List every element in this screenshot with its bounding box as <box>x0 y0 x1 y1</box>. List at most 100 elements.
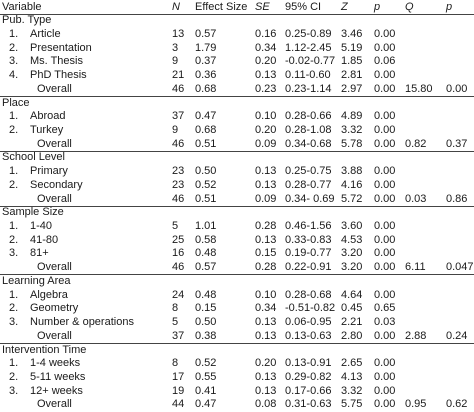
cell: 2.81 <box>341 69 363 82</box>
row-label: Abroad <box>30 110 66 123</box>
cell: 0.47 <box>195 110 217 123</box>
cell: 0.82 <box>405 137 427 150</box>
cell: 2.80 <box>341 329 363 342</box>
cell: 0.00 <box>374 110 396 123</box>
cell: 1.85 <box>341 55 363 68</box>
cell: 0.00 <box>374 137 396 150</box>
row-label: Algebra <box>30 288 68 301</box>
row-number: 2. <box>9 41 19 54</box>
row-label: 1-4 weeks <box>30 357 81 370</box>
cell: 3.60 <box>341 220 363 233</box>
group-rule <box>0 274 474 275</box>
cell: 3.88 <box>341 165 363 178</box>
cell: 0.09 <box>255 137 277 150</box>
cell: 4.13 <box>341 370 363 383</box>
overall-label: Overall <box>37 82 72 95</box>
row-label: Ms. Thesis <box>30 55 83 68</box>
cell: 0.57 <box>195 27 217 40</box>
row-label: Geometry <box>30 302 79 315</box>
cell: 0.34-0.68 <box>285 137 332 150</box>
row-number: 1. <box>9 288 19 301</box>
cell: 0.16 <box>255 27 277 40</box>
cell: 4.53 <box>341 233 363 246</box>
cell: 0.13 <box>255 69 277 82</box>
cell: 5.19 <box>341 41 363 54</box>
cell: 0.31-0.63 <box>285 398 332 411</box>
cell: 0.28-0.68 <box>285 288 332 301</box>
cell: 0.23-1.14 <box>285 82 332 95</box>
cell: 0.52 <box>195 178 217 191</box>
cell: 0.10 <box>255 110 277 123</box>
cell: 0.00 <box>374 220 396 233</box>
row-label: 81+ <box>30 247 49 260</box>
group-rule <box>0 151 474 152</box>
cell: 0.06-0.95 <box>285 316 332 329</box>
group-title: Sample Size <box>2 206 64 219</box>
cell: 0.00 <box>374 27 396 40</box>
cell: 0.00 <box>374 178 396 191</box>
cell: 5.75 <box>341 398 363 411</box>
cell: 0.33-0.83 <box>285 233 332 246</box>
group-title: Intervention Time <box>2 343 87 356</box>
cell: 0.36 <box>195 69 217 82</box>
cell: 0.34- 0.69 <box>285 192 335 205</box>
cell: 2.21 <box>341 316 363 329</box>
cell: 0.06 <box>374 55 396 68</box>
cell: 0.50 <box>195 316 217 329</box>
cell: 0.86 <box>446 192 468 205</box>
row-number: 2. <box>9 370 19 383</box>
cell: 0.29-0.82 <box>285 370 332 383</box>
row-label: 12+ weeks <box>30 384 83 397</box>
cell: 0.00 <box>446 82 468 95</box>
column-header: SE <box>255 0 270 13</box>
cell: 0.15 <box>195 302 217 315</box>
group-rule <box>0 343 474 344</box>
cell: 0.24 <box>446 329 468 342</box>
cell: 0.00 <box>374 69 396 82</box>
row-label: Secondary <box>30 178 83 191</box>
cell: 1.79 <box>195 41 217 54</box>
cell: 0.13 <box>255 329 277 342</box>
cell: 0.00 <box>374 288 396 301</box>
cell: 0.00 <box>374 41 396 54</box>
cell: 0.00 <box>374 233 396 246</box>
row-number: 1. <box>9 165 19 178</box>
cell: 0.13 <box>255 384 277 397</box>
cell: 0.13-0.63 <box>285 329 332 342</box>
group-rule <box>0 206 474 207</box>
cell: 5.72 <box>341 192 363 205</box>
overall-label: Overall <box>37 329 72 342</box>
cell: 23 <box>172 178 185 191</box>
cell: 9 <box>172 55 179 68</box>
column-header: 95% CI <box>285 0 322 13</box>
cell: 0.047 <box>446 261 474 274</box>
column-header: Z <box>341 0 348 13</box>
row-number: 2. <box>9 302 19 315</box>
cell: 23 <box>172 165 185 178</box>
cell: 4.64 <box>341 288 363 301</box>
row-number: 1. <box>9 27 19 40</box>
cell: 0.00 <box>374 398 396 411</box>
cell: 15.80 <box>405 82 433 95</box>
row-number: 3. <box>9 247 19 260</box>
cell: 0.00 <box>374 384 396 397</box>
column-header: Effect Size <box>195 0 248 13</box>
cell: 0.45 <box>341 302 363 315</box>
row-label: PhD Thesis <box>30 69 87 82</box>
cell: -0.02-0.77 <box>285 55 336 68</box>
cell: 0.47 <box>195 398 217 411</box>
cell: 3.20 <box>341 247 363 260</box>
cell: 6.11 <box>405 261 426 274</box>
cell: 1.01 <box>195 220 217 233</box>
overall-label: Overall <box>37 261 72 274</box>
cell: 0.28 <box>255 220 277 233</box>
cell: 0.25-0.89 <box>285 27 332 40</box>
cell: 37 <box>172 110 185 123</box>
column-header: p <box>374 0 381 13</box>
overall-label: Overall <box>37 398 72 411</box>
cell: 0.22-0.91 <box>285 261 332 274</box>
row-label: Presentation <box>30 41 92 54</box>
cell: 0.68 <box>195 82 217 95</box>
cell: 0.13 <box>255 165 277 178</box>
cell: 3.32 <box>341 123 363 136</box>
